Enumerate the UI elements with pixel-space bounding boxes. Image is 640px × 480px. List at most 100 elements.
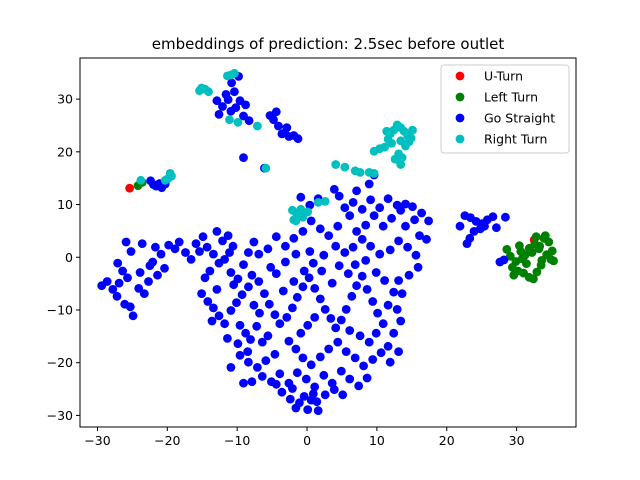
data-point [404,270,414,280]
data-point [226,363,236,372]
data-point [338,390,348,400]
data-point [275,319,285,329]
y-tick-label: −20 [47,355,73,370]
data-point [241,328,251,338]
x-tick-label: −20 [154,433,180,448]
data-point [281,241,290,251]
data-point [108,285,118,294]
data-point [243,347,253,356]
data-point [225,248,234,257]
data-point [368,355,378,364]
data-point [366,195,375,205]
data-point [263,244,273,254]
data-point [223,71,232,81]
data-point [261,163,271,173]
data-point [320,197,330,206]
data-point [531,232,541,242]
y-tick-label: −30 [47,408,73,423]
y-tick-label: 20 [57,144,73,159]
legend-label: U-Turn [484,69,523,84]
data-point [261,356,271,365]
data-point [368,297,378,306]
data-point [375,249,385,259]
data-point [324,231,334,241]
data-point [237,290,247,300]
data-point [383,300,393,310]
data-point [387,139,396,148]
data-point [396,316,406,326]
data-point [315,352,325,362]
data-point [160,263,169,273]
data-point [352,227,361,236]
data-point [153,270,162,280]
x-tick-label: 30 [509,433,525,448]
data-point [306,395,316,405]
data-point [331,323,341,333]
data-point [313,198,323,207]
data-point [271,379,281,389]
data-point [227,78,237,88]
data-point [296,192,306,202]
data-point [340,162,350,172]
data-point [532,267,542,277]
data-point [352,281,361,291]
data-point [204,87,213,97]
data-point [366,241,375,251]
data-point [271,107,281,117]
data-point [247,270,257,280]
data-point [298,227,308,236]
data-point [315,294,325,304]
data-point [270,310,280,320]
data-point [310,313,320,322]
data-point [233,339,243,349]
data-point [165,169,175,178]
data-point [383,341,393,351]
data-point [355,331,365,341]
data-point [292,368,302,378]
legend-marker [455,71,465,81]
data-point [382,126,392,136]
data-point [465,233,475,243]
data-point [291,216,301,226]
data-point [186,255,196,264]
data-point [403,242,412,252]
data-point [244,248,253,257]
data-point [317,266,327,276]
data-point [319,250,329,260]
data-point [308,258,318,268]
data-point [232,298,241,307]
data-point [502,245,512,254]
data-point [253,363,262,372]
legend: U-Turn Left Turn Go Straight Right Turn [440,64,570,154]
data-point [257,372,267,381]
data-point [348,198,358,207]
data-point [298,282,308,292]
data-point [333,221,343,231]
data-point [114,278,124,288]
y-tick-label: 0 [65,250,73,265]
data-point [350,353,360,363]
data-point [306,360,316,370]
data-point [291,403,301,413]
data-point [347,291,357,301]
y-tick-label: 10 [57,197,73,212]
data-point [233,117,243,127]
data-point [254,249,264,259]
data-point [253,121,262,131]
data-point [331,160,341,169]
data-point [527,248,537,257]
data-point [223,334,232,343]
data-point [424,216,433,226]
data-point [246,335,255,344]
data-point [359,361,368,371]
data-point [299,266,309,276]
y-axis: −30 −20 −10 0 10 20 30 [47,92,80,423]
data-point [354,381,364,391]
data-point [408,125,417,135]
data-point [249,300,259,310]
data-point [97,281,107,291]
data-point [113,258,123,268]
data-point [371,268,381,277]
data-point [198,232,208,242]
data-point [244,282,253,292]
